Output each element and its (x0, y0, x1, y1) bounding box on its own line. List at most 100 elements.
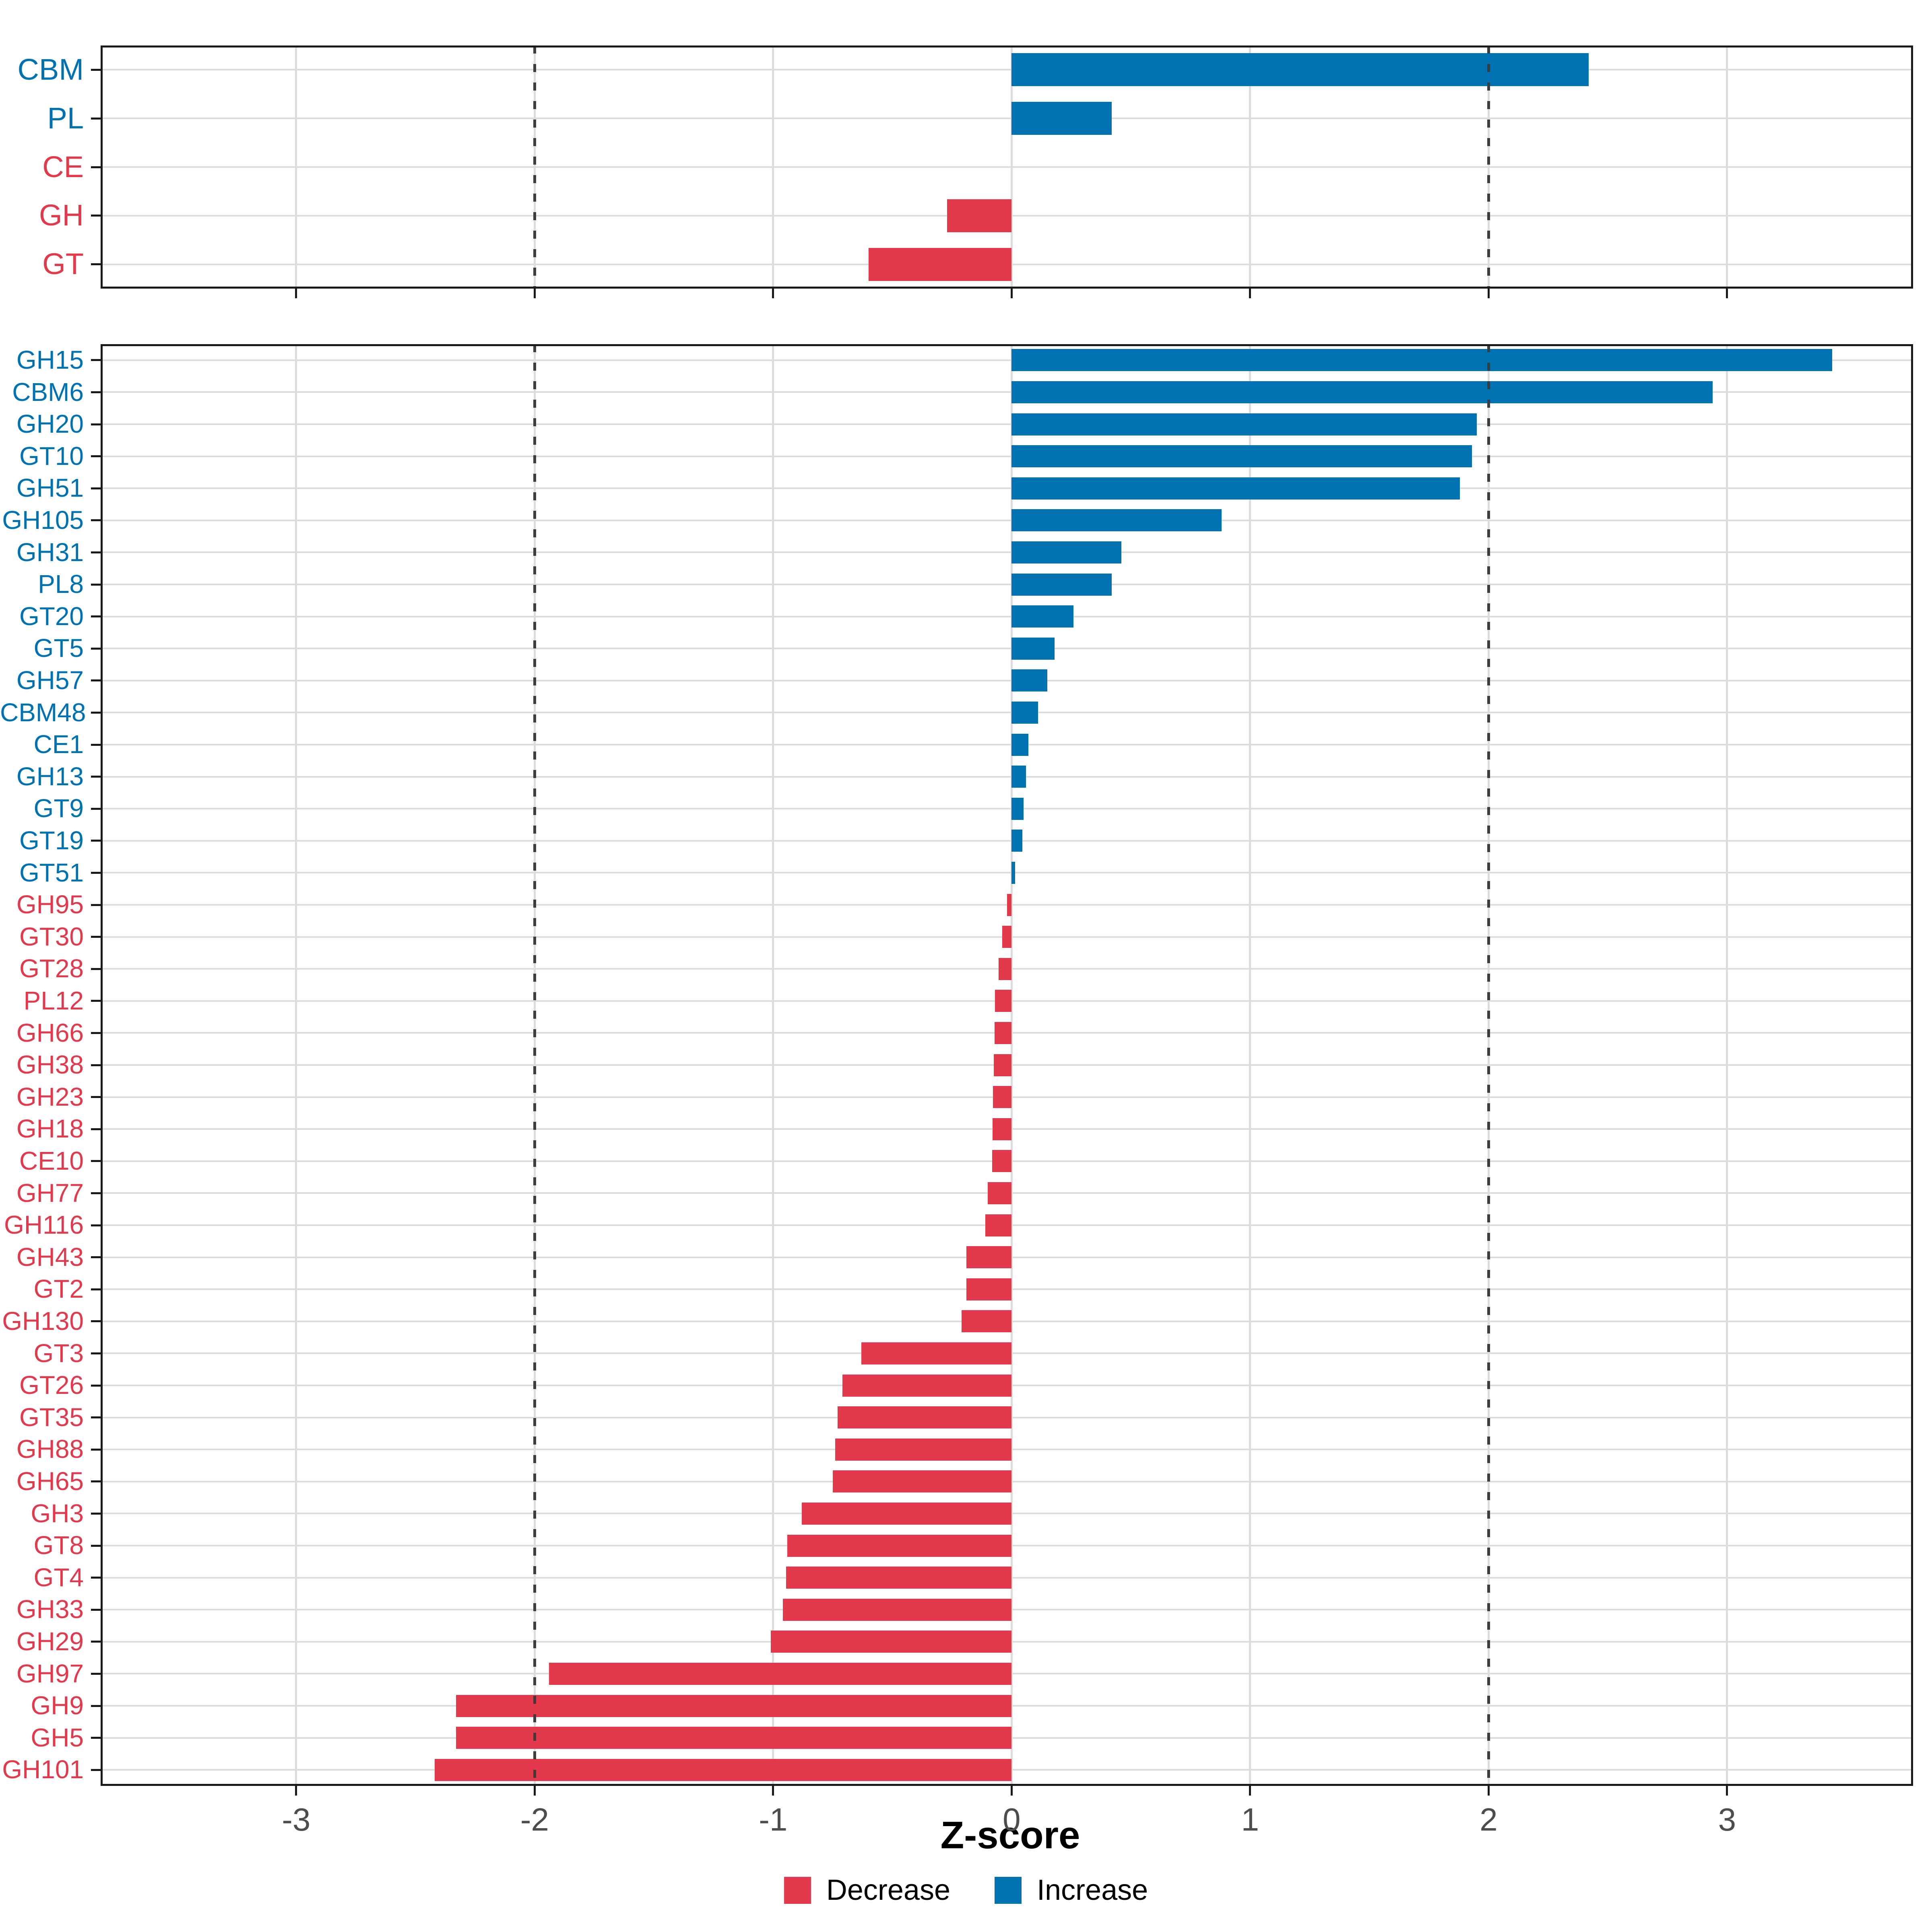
y-axis-tick (91, 166, 101, 168)
gridline-horizontal (101, 487, 1913, 489)
bar-GH3 (801, 1502, 1012, 1525)
category-label-GT: GT (42, 247, 84, 281)
y-axis-tick (91, 1577, 101, 1579)
y-axis-tick (91, 1737, 101, 1739)
y-axis-tick (91, 807, 101, 810)
gridline-horizontal (101, 648, 1913, 650)
bar-CBM6 (1011, 381, 1713, 403)
bar-GH9 (456, 1695, 1012, 1717)
gridline-vertical (1726, 45, 1728, 289)
category-label-GH9: GH9 (31, 1691, 84, 1720)
category-label-GH88: GH88 (16, 1435, 84, 1464)
y-axis-tick (91, 1705, 101, 1707)
category-label-GH33: GH33 (16, 1595, 84, 1624)
category-label-GH116: GH116 (4, 1210, 84, 1240)
bar-GH29 (770, 1631, 1012, 1653)
x-tick-label-0: 0 (1003, 1802, 1021, 1837)
y-axis-tick (91, 1000, 101, 1002)
bar-GH65 (832, 1470, 1012, 1493)
bar-GH57 (1011, 669, 1048, 692)
bar-GH88 (835, 1438, 1012, 1461)
bar-GT51 (1011, 861, 1016, 884)
gridline-vertical (295, 344, 297, 1786)
gridline-horizontal (101, 519, 1913, 521)
bar-GT35 (837, 1406, 1012, 1429)
y-axis-tick (91, 615, 101, 618)
y-axis-tick (91, 551, 101, 553)
y-axis-tick (91, 117, 101, 120)
bar-GH23 (993, 1086, 1012, 1108)
category-label-GH23: GH23 (16, 1082, 84, 1111)
y-axis-tick (91, 1480, 101, 1483)
category-label-GH130: GH130 (2, 1306, 84, 1335)
y-axis-tick (91, 1128, 101, 1130)
legend-item-decrease: Decrease (784, 1874, 950, 1907)
category-label-CBM6: CBM6 (12, 377, 84, 407)
category-label-GT26: GT26 (19, 1371, 84, 1400)
x-tick-label-2: 2 (1480, 1802, 1498, 1837)
x-axis-tick (1487, 1786, 1490, 1796)
bar-CE1 (1011, 733, 1028, 756)
y-axis-tick (91, 968, 101, 970)
bar-GT5 (1011, 637, 1055, 660)
category-label-CBM48: CBM48 (0, 698, 86, 727)
category-label-GH77: GH77 (16, 1178, 84, 1208)
x-axis-tick (1487, 289, 1490, 298)
y-axis-tick (91, 1320, 101, 1323)
dashed-reference-line (533, 344, 536, 1786)
gridline-horizontal (101, 776, 1913, 778)
category-label-GH3: GH3 (31, 1499, 84, 1528)
x-axis-tick (1249, 1786, 1251, 1796)
bar-GT3 (861, 1342, 1012, 1364)
bar-PL (1011, 102, 1112, 135)
y-axis-tick (91, 904, 101, 906)
category-label-GH66: GH66 (16, 1018, 84, 1047)
category-label-GT3: GT3 (33, 1338, 84, 1368)
y-axis-tick (91, 743, 101, 746)
x-tick-label--1: -1 (759, 1802, 788, 1837)
bar-GH116 (985, 1214, 1012, 1236)
bar-GT10 (1011, 445, 1472, 468)
bar-GH15 (1011, 349, 1832, 372)
dashed-reference-line (533, 45, 536, 289)
y-axis-tick (91, 679, 101, 682)
category-label-GH95: GH95 (16, 890, 84, 919)
y-axis-tick (91, 1288, 101, 1290)
category-label-CE10: CE10 (19, 1146, 84, 1175)
y-axis-tick (91, 263, 101, 266)
legend-item-increase: Increase (995, 1874, 1148, 1907)
gridline-horizontal (101, 391, 1913, 393)
category-label-GT4: GT4 (33, 1563, 84, 1592)
gridline-vertical (1010, 45, 1013, 289)
x-tick-label-3: 3 (1718, 1802, 1736, 1837)
y-axis-tick (91, 68, 101, 71)
category-label-GH57: GH57 (16, 665, 84, 695)
y-axis-tick (91, 487, 101, 489)
gridline-horizontal (101, 359, 1913, 361)
category-label-GH97: GH97 (16, 1659, 84, 1688)
bar-GH77 (988, 1182, 1012, 1204)
dashed-reference-line (1487, 344, 1490, 1786)
category-label-GH13: GH13 (16, 762, 84, 791)
bar-PL8 (1011, 573, 1112, 596)
category-label-GH101: GH101 (2, 1755, 84, 1784)
bar-CBM (1011, 53, 1589, 87)
category-label-GH105: GH105 (2, 505, 84, 535)
gridline-vertical (772, 45, 774, 289)
bar-GT28 (998, 958, 1012, 980)
gridline-horizontal (101, 744, 1913, 745)
category-label-GT35: GT35 (19, 1402, 84, 1432)
bar-GT20 (1011, 605, 1074, 628)
category-label-GT30: GT30 (19, 922, 84, 951)
category-label-GH29: GH29 (16, 1627, 84, 1656)
y-axis-tick (91, 423, 101, 425)
category-label-GT2: GT2 (33, 1274, 84, 1304)
x-axis-title: Z-score (940, 1814, 1080, 1857)
x-axis-tick (1726, 1786, 1728, 1796)
bar-PL12 (995, 990, 1012, 1012)
category-label-GT20: GT20 (19, 601, 84, 631)
bar-GH18 (992, 1118, 1012, 1140)
y-axis-tick (91, 1672, 101, 1675)
category-label-GH15: GH15 (16, 345, 84, 374)
x-axis-tick (772, 1786, 774, 1796)
